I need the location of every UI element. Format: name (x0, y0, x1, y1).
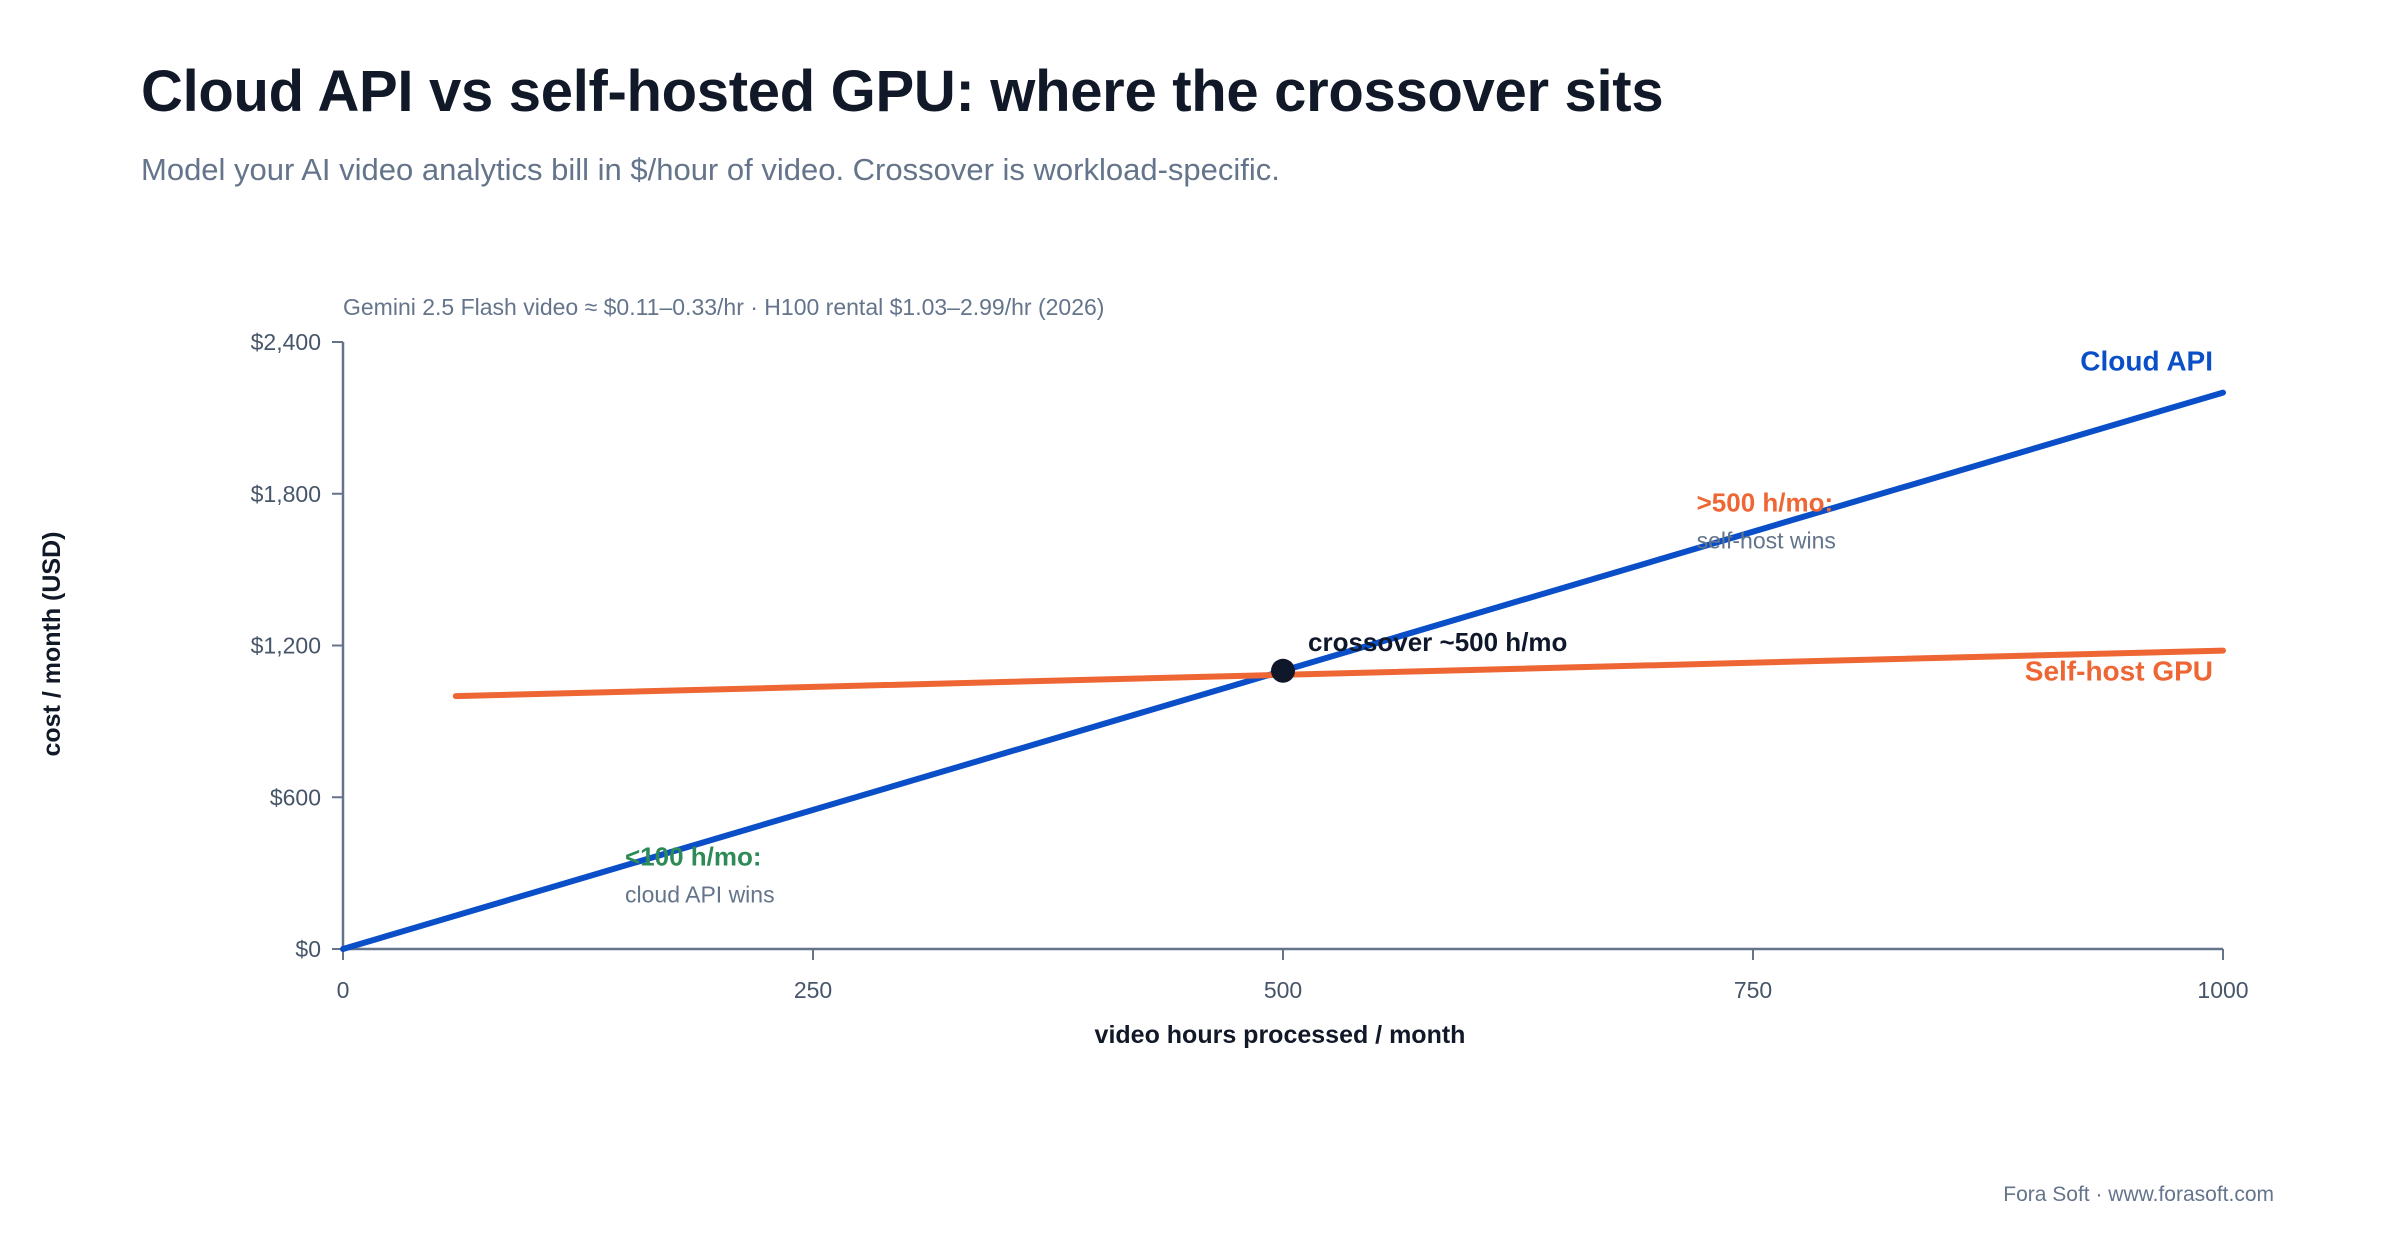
annotation-subtitle: self-host wins (1697, 527, 1836, 553)
y-axis-title: cost / month (USD) (38, 532, 66, 757)
y-tick-label: $600 (270, 784, 321, 810)
crossover-label: crossover ~500 h/mo (1308, 627, 1567, 657)
x-tick-label: 0 (337, 977, 350, 1003)
plot-area: $0$600$1,200$1,800$2,400 0 250 500 750 1000 … (251, 329, 2249, 1003)
x-axis-title: video hours processed / month (1095, 1021, 1466, 1049)
annotation-title: <100 h/mo: (625, 842, 762, 872)
footer-credit: Fora Soft · www.forasoft.com (2003, 1183, 2274, 1206)
y-tick-label: $2,400 (251, 329, 321, 355)
chart-caption: Gemini 2.5 Flash video ≈ $0.11–0.33/hr ·… (343, 294, 1104, 320)
y-tick-label: $1,200 (251, 633, 321, 659)
series-line-self-host-gpu (452, 647, 2226, 700)
series-label-cloud-api: Cloud API (2080, 346, 2213, 377)
x-tick-label: 1000 (2197, 977, 2248, 1003)
x-axis: 0 250 500 750 1000 (337, 947, 2249, 1003)
page-title: Cloud API vs self-hosted GPU: where the … (141, 59, 1664, 124)
x-tick-label: 500 (1264, 977, 1302, 1003)
x-tick-label: 750 (1734, 977, 1772, 1003)
x-tick-label: 250 (794, 977, 832, 1003)
series-label-self-host-gpu: Self-host GPU (2025, 656, 2213, 687)
y-tick-label: $1,800 (251, 481, 321, 507)
annotation-subtitle: cloud API wins (625, 882, 775, 908)
crossover-point (1271, 658, 1295, 683)
page-subtitle: Model your AI video analytics bill in $/… (141, 152, 1280, 187)
y-tick-label: $0 (295, 936, 321, 962)
annotation-title: >500 h/mo: (1697, 487, 1834, 517)
annotations: crossover ~500 h/mo <100 h/mo: cloud API w… (625, 487, 1836, 907)
series-lines: Cloud API Self-host GPU (340, 346, 2226, 952)
y-axis: $0 $600 $1,200 $1,800 $2,400 (251, 329, 345, 962)
